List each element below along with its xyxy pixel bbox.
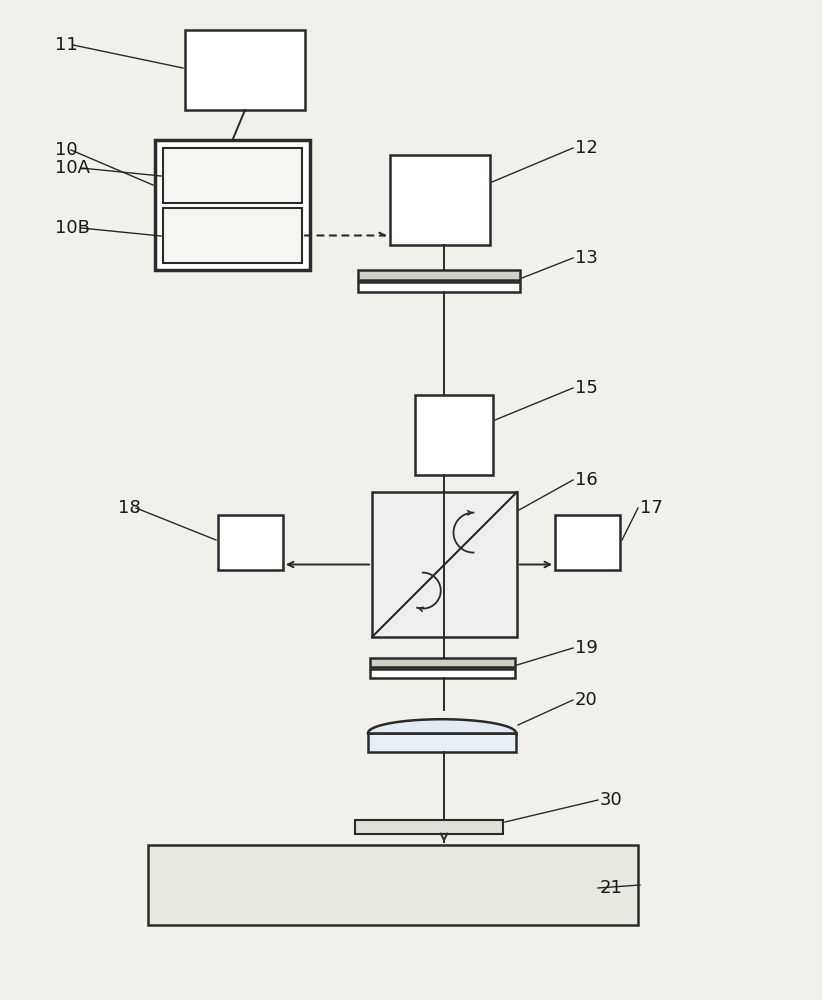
Bar [163,208,302,263]
Text: 11: 11 [55,36,78,54]
Bar [390,155,490,245]
Bar [370,669,515,678]
Bar [555,515,620,570]
Bar [372,492,517,637]
Text: 13: 13 [575,249,598,267]
Text: 30: 30 [600,791,623,809]
Text: 16: 16 [575,471,598,489]
Text: 12: 12 [575,139,598,157]
Text: 10A: 10A [55,159,90,177]
Bar [155,140,310,270]
Bar [355,820,503,834]
Polygon shape [368,719,516,733]
Bar [218,515,283,570]
Bar [185,30,305,110]
Text: 15: 15 [575,379,598,397]
Text: 20: 20 [575,691,598,709]
Bar [163,148,302,203]
Bar [358,270,520,280]
Bar [370,658,515,667]
Text: 10: 10 [55,141,77,159]
Text: 17: 17 [640,499,663,517]
Text: 19: 19 [575,639,598,657]
Text: 18: 18 [118,499,141,517]
Text: 10B: 10B [55,219,90,237]
Bar [368,733,516,752]
Bar [148,845,638,925]
Bar [415,395,493,475]
Bar [358,282,520,292]
Text: 21: 21 [600,879,623,897]
